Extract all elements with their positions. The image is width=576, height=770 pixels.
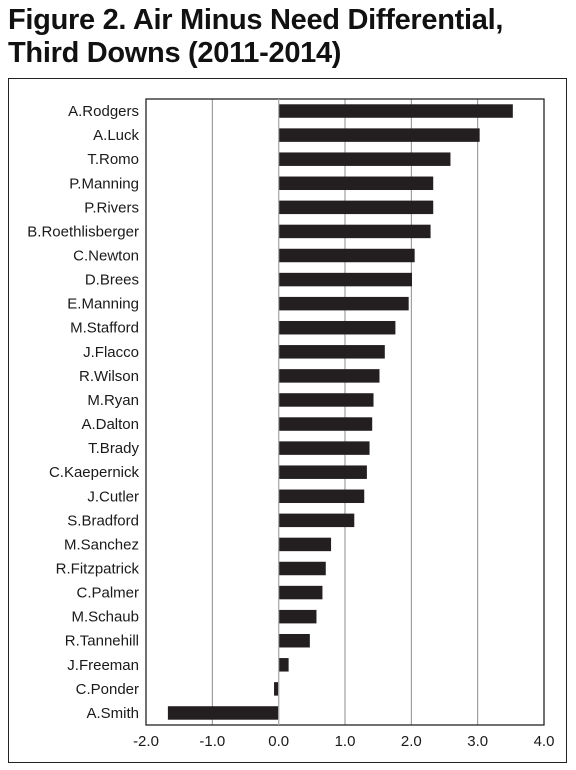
category-label: J.Cutler [87, 488, 139, 505]
bar-chart: A.Rodgers A.Luck T.Romo P.Manning P.Rivers B.… [27, 98, 554, 750]
category-label: A.Smith [86, 705, 139, 722]
category-label: M.Stafford [70, 320, 139, 337]
x-tick-labels: -2.0 -1.0 0.0 1.0 2.0 3.0 4.0 [133, 733, 554, 750]
bar-a-smith [167, 706, 279, 720]
category-label: P.Rivers [84, 199, 139, 216]
x-tick-label: 1.0 [335, 733, 356, 750]
bar-c-ponder [274, 682, 279, 696]
bar-a-luck [278, 128, 480, 142]
category-label: E.Manning [67, 296, 139, 313]
bar-m-schaub [278, 609, 317, 624]
gridlines [211, 99, 479, 725]
category-label: M.Schaub [71, 609, 139, 626]
category-label: C.Ponder [76, 681, 139, 698]
category-label: R.Fitzpatrick [56, 561, 140, 578]
bar-r-fitzpatrick [278, 561, 326, 576]
axes [145, 98, 545, 726]
category-label: C.Newton [73, 248, 139, 265]
category-label: C.Kaepernick [49, 464, 140, 481]
category-label: A.Dalton [81, 416, 139, 433]
bar-s-bradford [278, 513, 355, 528]
bar-m-sanchez [278, 537, 332, 552]
bar-b-roethlisberger [278, 224, 431, 239]
category-label: M.Ryan [87, 392, 139, 409]
category-label: A.Rodgers [68, 103, 139, 120]
bar-r-wilson [278, 369, 380, 383]
x-tick-label: 2.0 [401, 733, 422, 750]
bar-a-rodgers [278, 104, 513, 118]
figure-title: Figure 2. Air Minus Need Differential, T… [8, 4, 504, 69]
bar-c-palmer [278, 585, 323, 600]
category-label: M.Sanchez [64, 536, 139, 553]
bar-j-cutler [278, 489, 365, 504]
bar-c-kaepernick [278, 465, 367, 479]
category-label: D.Brees [85, 272, 139, 289]
x-tick-label: 0.0 [268, 733, 289, 750]
category-label: R.Tannehill [65, 633, 139, 650]
bar-c-newton [278, 248, 415, 263]
category-label: R.Wilson [79, 368, 139, 385]
category-label: C.Palmer [76, 585, 139, 602]
bar-j-flacco [278, 345, 385, 359]
chart-frame: A.Rodgers A.Luck T.Romo P.Manning P.Rivers B.… [8, 78, 567, 763]
bar-m-stafford [278, 320, 396, 335]
plot-border [145, 98, 545, 726]
category-label: T.Brady [88, 440, 139, 457]
bar-j-freeman [278, 658, 289, 672]
category-label: S.Bradford [67, 512, 139, 529]
x-tick-label: 4.0 [534, 733, 555, 750]
x-tick-label: -2.0 [133, 733, 159, 750]
bar-t-romo [278, 152, 451, 166]
category-label: B.Roethlisberger [27, 223, 139, 240]
x-tick-label: -1.0 [199, 733, 225, 750]
category-label: J.Flacco [83, 344, 139, 361]
bar-p-rivers [278, 200, 434, 215]
bars [167, 104, 513, 720]
bar-r-tannehill [278, 633, 310, 648]
category-label: A.Luck [93, 127, 139, 144]
bar-m-ryan [278, 393, 374, 407]
bar-t-brady [278, 441, 370, 455]
category-label: J.Freeman [67, 657, 139, 674]
category-label: T.Romo [87, 151, 139, 168]
category-labels: A.Rodgers A.Luck T.Romo P.Manning P.Rivers B.… [27, 103, 139, 722]
category-label: P.Manning [69, 175, 139, 192]
bar-a-dalton [278, 417, 373, 431]
bar-e-manning [278, 296, 409, 311]
x-tick-label: 3.0 [467, 733, 488, 750]
bar-p-manning [278, 176, 434, 191]
bar-d-brees [278, 272, 412, 287]
